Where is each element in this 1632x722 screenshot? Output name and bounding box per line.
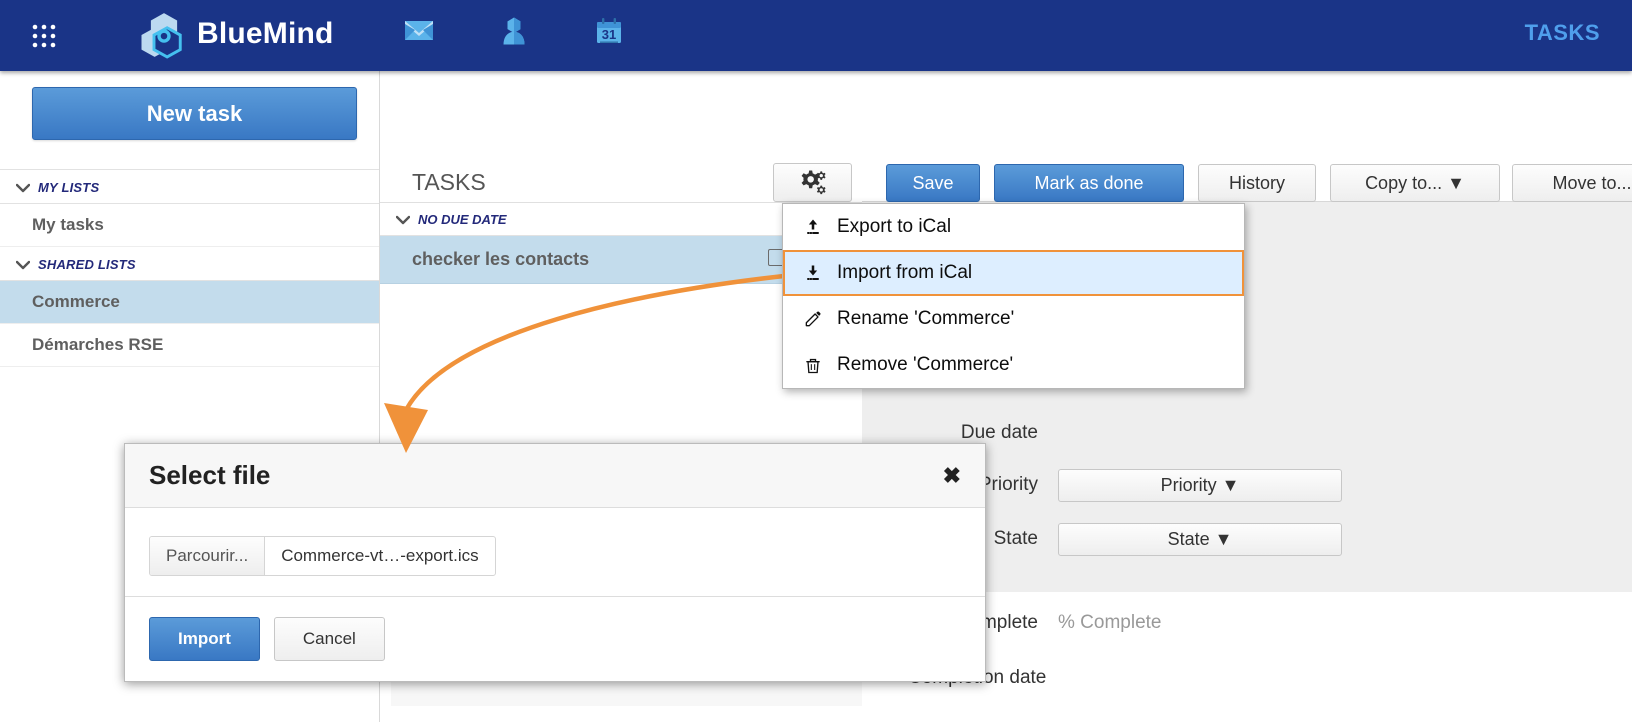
svg-text:31: 31 <box>602 27 616 42</box>
